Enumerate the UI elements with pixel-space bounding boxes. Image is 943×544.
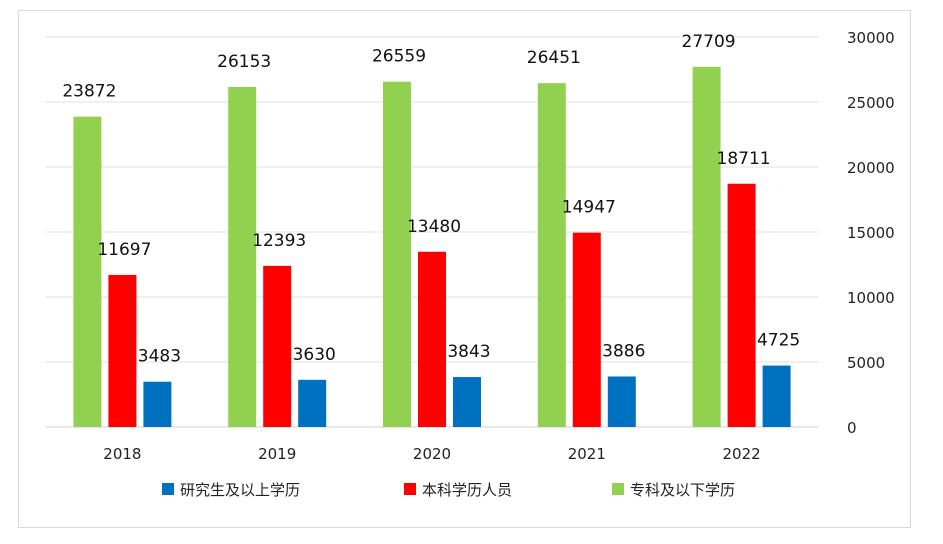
x-tick-label: 2020 (413, 445, 451, 463)
bar (727, 183, 756, 427)
bar-chart: 0 5000 10000 15000 20000 25000 30000 23872 11697… (45, 29, 895, 499)
data-label: 11697 (97, 240, 151, 260)
data-label: 3483 (138, 347, 181, 367)
y-tick-label: 5000 (847, 354, 885, 372)
data-label: 26451 (527, 48, 581, 68)
bar (537, 83, 566, 428)
legend-swatch (612, 483, 624, 495)
data-label: 4725 (757, 331, 800, 351)
bar (607, 376, 636, 427)
bar (263, 265, 292, 427)
data-label: 18711 (717, 149, 771, 169)
y-tick-label: 15000 (847, 224, 895, 242)
data-label: 3843 (447, 342, 490, 362)
y-tick-label: 20000 (847, 159, 895, 177)
data-label: 23872 (62, 82, 116, 102)
y-tick-label: 0 (847, 419, 857, 437)
bar (143, 381, 172, 427)
legend-label: 研究生及以上学历 (180, 481, 300, 499)
chart-frame: 0 5000 10000 15000 20000 25000 30000 23872 11697… (18, 10, 911, 528)
bar (453, 377, 481, 427)
x-tick-label: 2019 (258, 445, 296, 463)
y-tick-label: 10000 (847, 289, 895, 307)
bar (383, 81, 411, 427)
bar (762, 365, 791, 427)
bar (108, 274, 137, 427)
y-tick-label: 30000 (847, 29, 895, 47)
data-label: 26153 (217, 52, 271, 72)
x-tick-label: 2021 (568, 445, 606, 463)
legend-swatch (162, 483, 174, 495)
x-tick-label: 2022 (723, 445, 761, 463)
y-tick-label: 25000 (847, 94, 895, 112)
data-label: 14947 (562, 198, 616, 218)
legend-swatch (404, 483, 416, 495)
data-label: 12393 (252, 231, 306, 251)
bar (73, 116, 102, 427)
bar (692, 66, 721, 427)
legend-label: 专科及以下学历 (630, 481, 735, 499)
data-label: 13480 (407, 217, 461, 237)
data-label: 3886 (602, 341, 645, 361)
data-label: 26559 (372, 47, 426, 67)
bar (298, 379, 327, 427)
data-label: 3630 (293, 345, 336, 365)
x-tick-label: 2018 (103, 445, 141, 463)
bar (418, 251, 446, 427)
bar (228, 87, 257, 428)
data-label: 27709 (682, 32, 736, 52)
bar (572, 232, 601, 427)
legend-label: 本科学历人员 (422, 481, 512, 499)
